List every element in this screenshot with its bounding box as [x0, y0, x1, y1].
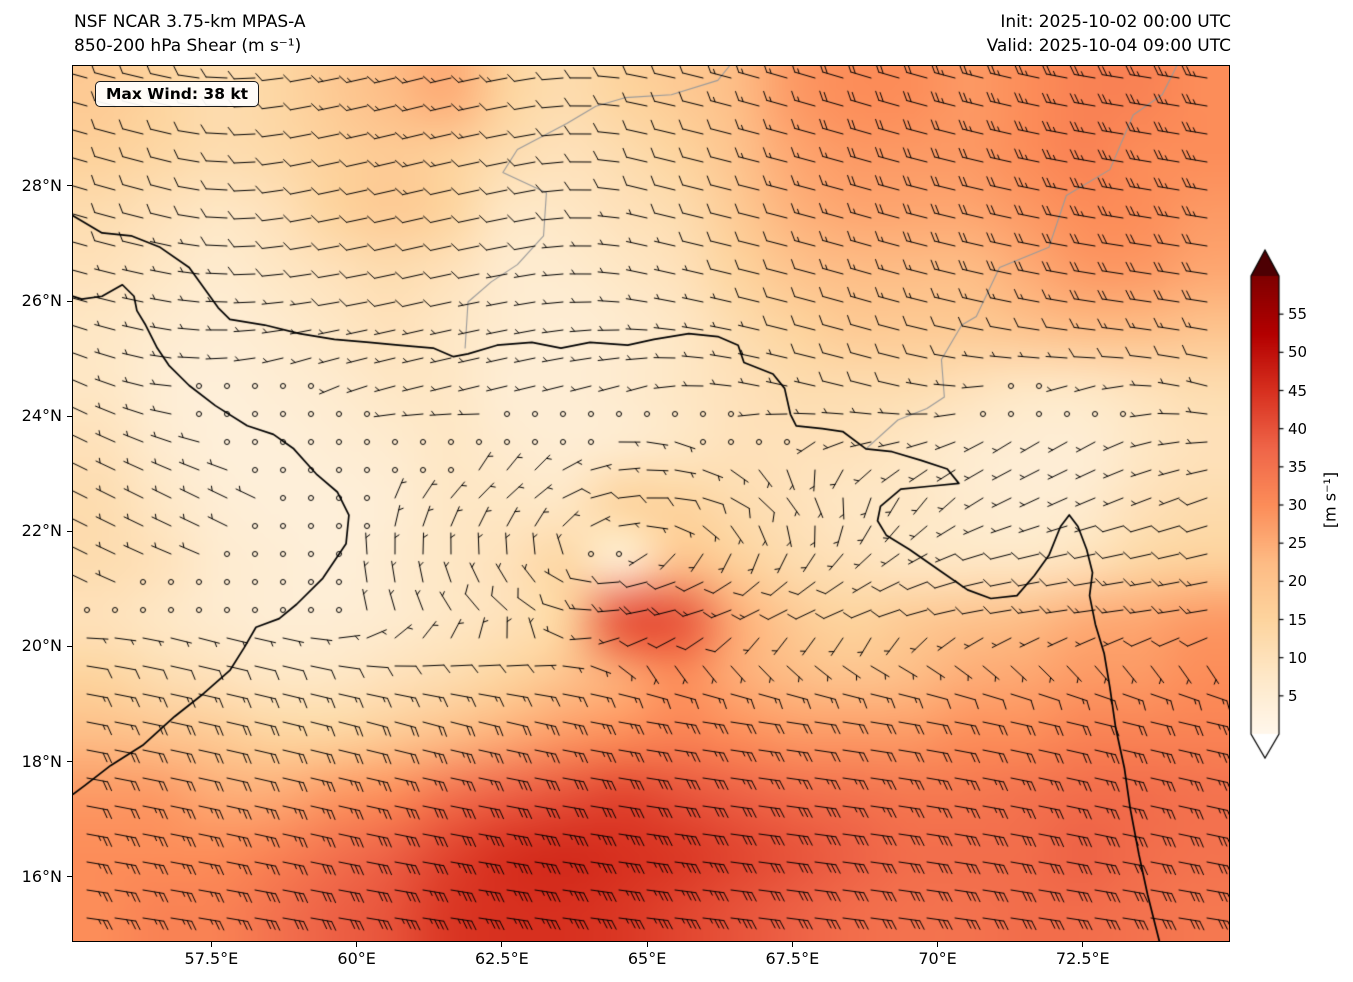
model-title: NSF NCAR 3.75-km MPAS-A [74, 12, 306, 32]
y-tick-label: 24°N [21, 406, 62, 426]
x-tick-label: 62.5°E [474, 949, 529, 968]
colorbar-tick-label: 10 [1288, 648, 1308, 667]
x-tick-label: 67.5°E [765, 949, 820, 968]
y-tick-mark [66, 415, 72, 417]
y-tick-label: 28°N [21, 175, 62, 195]
max-wind-badge: Max Wind: 38 kt [95, 81, 260, 107]
colorbar-tick-label: 35 [1288, 457, 1308, 476]
x-tick-label: 57.5°E [184, 949, 239, 968]
shear-map-canvas [73, 66, 1229, 941]
field-title: 850-200 hPa Shear (m s⁻¹) [74, 36, 302, 56]
x-tick-mark [791, 941, 793, 947]
y-tick-mark [66, 530, 72, 532]
y-tick-label: 26°N [21, 291, 62, 311]
colorbar-tick-label: 25 [1288, 534, 1308, 553]
x-tick-mark [501, 941, 503, 947]
y-tick-mark [66, 185, 72, 187]
colorbar-label: [m s⁻¹] [1320, 471, 1340, 529]
x-tick-label: 70°E [918, 949, 957, 968]
colorbar-tick-label: 45 [1288, 381, 1308, 400]
x-tick-mark [210, 941, 212, 947]
x-tick-label: 60°E [337, 949, 376, 968]
map-area: Max Wind: 38 kt [72, 65, 1230, 942]
init-time: Init: 2025-10-02 00:00 UTC [1000, 12, 1231, 32]
colorbar-tick-label: 30 [1288, 496, 1308, 514]
y-tick-label: 18°N [21, 751, 62, 771]
colorbar-tick-label: 5 [1288, 686, 1298, 705]
x-tick-label: 72.5°E [1055, 949, 1110, 968]
y-tick-label: 22°N [21, 521, 62, 541]
y-tick-label: 16°N [21, 866, 62, 886]
x-tick-mark [356, 941, 358, 947]
colorbar-tick-label: 50 [1288, 343, 1308, 362]
y-tick-label: 20°N [21, 636, 62, 656]
x-tick-mark [937, 941, 939, 947]
valid-time: Valid: 2025-10-04 09:00 UTC [986, 36, 1231, 56]
colorbar-tick-label: 40 [1288, 419, 1308, 438]
colorbar-tick-label: 20 [1288, 572, 1308, 591]
y-tick-mark [66, 645, 72, 647]
y-tick-mark [66, 876, 72, 878]
x-tick-label: 65°E [627, 949, 667, 968]
colorbar [1248, 248, 1308, 760]
colorbar-tick-label: 15 [1288, 610, 1308, 629]
y-tick-mark [66, 300, 72, 302]
x-tick-mark [1082, 941, 1084, 947]
colorbar-tick-label: 55 [1288, 305, 1308, 324]
y-tick-mark [66, 761, 72, 763]
x-tick-mark [646, 941, 648, 947]
